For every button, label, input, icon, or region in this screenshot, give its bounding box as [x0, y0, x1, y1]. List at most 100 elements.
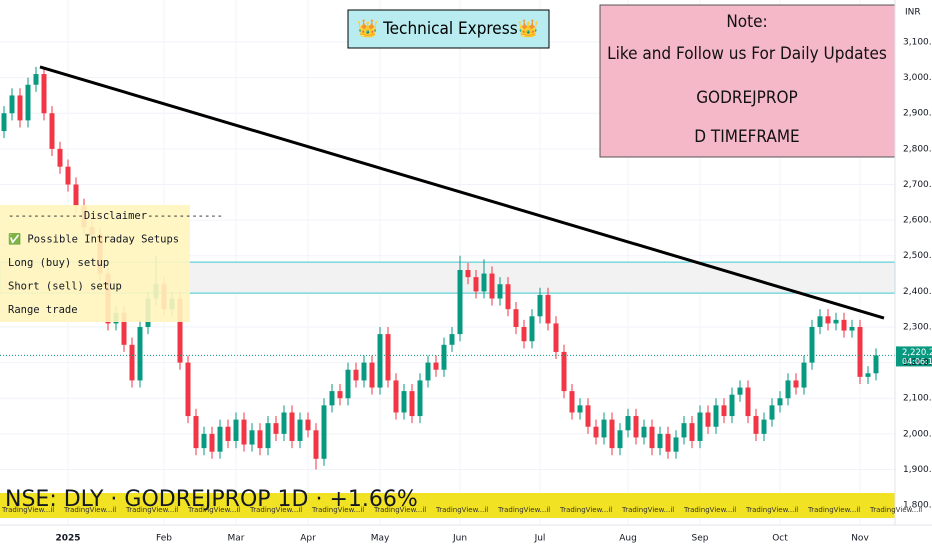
- candle-body: [641, 426, 647, 438]
- candle-body: [697, 412, 703, 441]
- banner-text: TradingView...il: [373, 506, 426, 514]
- y-tick-label: 2,900.00: [903, 109, 932, 119]
- candle-body: [441, 344, 447, 370]
- disclaimer-text: ------------Disclaimer------------: [8, 210, 223, 222]
- candle-body: [73, 184, 79, 206]
- disclaimer-text: Long (buy) setup: [8, 257, 109, 269]
- candle-body: [9, 95, 15, 114]
- candle-body: [761, 419, 767, 434]
- candle-body: [265, 423, 271, 449]
- y-tick-label: 1,800.00: [903, 501, 932, 511]
- y-tick-label: 2,000.00: [903, 429, 932, 439]
- candle-body: [1, 113, 7, 132]
- candle-body: [857, 326, 863, 377]
- candle-body: [409, 391, 415, 417]
- candle-body: [625, 416, 631, 431]
- y-tick-label: 2,600.00: [903, 216, 932, 226]
- banner-text: TradingView...il: [807, 506, 860, 514]
- candle-body: [505, 284, 511, 310]
- y-tick-label: 2,300.00: [903, 322, 932, 332]
- candle-body: [305, 419, 311, 431]
- candle-body: [337, 391, 343, 399]
- currency-label: INR: [905, 8, 921, 18]
- x-tick-label: Aug: [619, 534, 637, 544]
- x-tick-label: Apr: [300, 534, 316, 544]
- candle-body: [385, 334, 391, 381]
- banner-text: TradingView...il: [249, 506, 302, 514]
- candle-body: [561, 351, 567, 392]
- x-tick-label: Mar: [228, 534, 245, 544]
- symbol-line: NSE: DLY · GODREJPROP 1D · +1.66%: [5, 487, 418, 512]
- candle-body: [225, 426, 231, 441]
- candle-body: [721, 405, 727, 417]
- candle-body: [57, 148, 63, 167]
- chart-title: 👑 Technical Express👑: [357, 19, 539, 39]
- candle-body: [649, 426, 655, 449]
- candle-body: [577, 405, 583, 413]
- x-tick-label: Oct: [772, 534, 788, 544]
- candle-body: [833, 319, 839, 324]
- overlays: [0, 4, 932, 518]
- banner-text: TradingView...il: [559, 506, 612, 514]
- candle-body: [545, 294, 551, 324]
- y-tick-label: 3,100.00: [903, 38, 932, 48]
- candle-body: [345, 369, 351, 399]
- disclaimer-text: Short (sell) setup: [8, 281, 122, 293]
- x-tick-label: Jul: [534, 534, 546, 544]
- candle-body: [65, 166, 71, 185]
- x-tick-label: Nov: [851, 534, 869, 544]
- candle-body: [609, 419, 615, 449]
- candle-body: [257, 430, 263, 449]
- candle-body: [785, 380, 791, 399]
- note-text: GODREJPROP: [696, 88, 798, 108]
- candle-body: [713, 405, 719, 427]
- banner-text: TradingView...il: [745, 506, 798, 514]
- candle-body: [449, 334, 455, 345]
- candle-body: [513, 309, 519, 327]
- candle-body: [817, 316, 823, 327]
- candle-body: [121, 312, 127, 345]
- candle-body: [873, 355, 879, 374]
- candle-body: [137, 326, 143, 381]
- candle-body: [249, 430, 255, 445]
- candle-body: [673, 437, 679, 452]
- candle-body: [41, 74, 47, 114]
- candle-body: [425, 362, 431, 381]
- trendline: [39, 65, 885, 320]
- candle-body: [49, 113, 55, 149]
- candle-body: [689, 423, 695, 441]
- candle-body: [481, 273, 487, 292]
- banner-text: TradingView...il: [311, 506, 364, 514]
- candle-body: [313, 430, 319, 459]
- note-box: [599, 4, 896, 158]
- candle-body: [569, 391, 575, 413]
- candle-body: [617, 430, 623, 449]
- y-tick-label: 2,400.00: [903, 287, 932, 297]
- y-tick-label: 2,500.00: [903, 251, 932, 261]
- candle-body: [489, 273, 495, 299]
- title-box: [347, 9, 550, 49]
- candle-body: [841, 319, 847, 331]
- note-text: D TIMEFRAME: [694, 127, 799, 147]
- y-tick-label: 2,800.00: [903, 144, 932, 154]
- candle-body: [233, 419, 239, 441]
- banner-text: TradingView...il: [187, 506, 240, 514]
- candle-body: [369, 362, 375, 388]
- candle-body: [433, 362, 439, 370]
- candle-body: [217, 426, 223, 452]
- countdown: 04:06:17: [902, 357, 932, 366]
- x-tick-label: 2025: [55, 534, 80, 544]
- y-tick-label: 2,100.00: [903, 394, 932, 404]
- candle-body: [769, 405, 775, 420]
- banner-text: TradingView...il: [869, 506, 922, 514]
- price-tag: [896, 346, 932, 367]
- last-price-label: 2,220.20: [902, 348, 932, 358]
- candle-body: [289, 412, 295, 441]
- candle-body: [33, 74, 39, 85]
- note-text: Note:: [726, 12, 767, 32]
- candle-body: [657, 433, 663, 449]
- candle-body: [209, 433, 215, 452]
- candle-body: [321, 405, 327, 459]
- note-text: Like and Follow us For Daily Updates: [607, 44, 887, 64]
